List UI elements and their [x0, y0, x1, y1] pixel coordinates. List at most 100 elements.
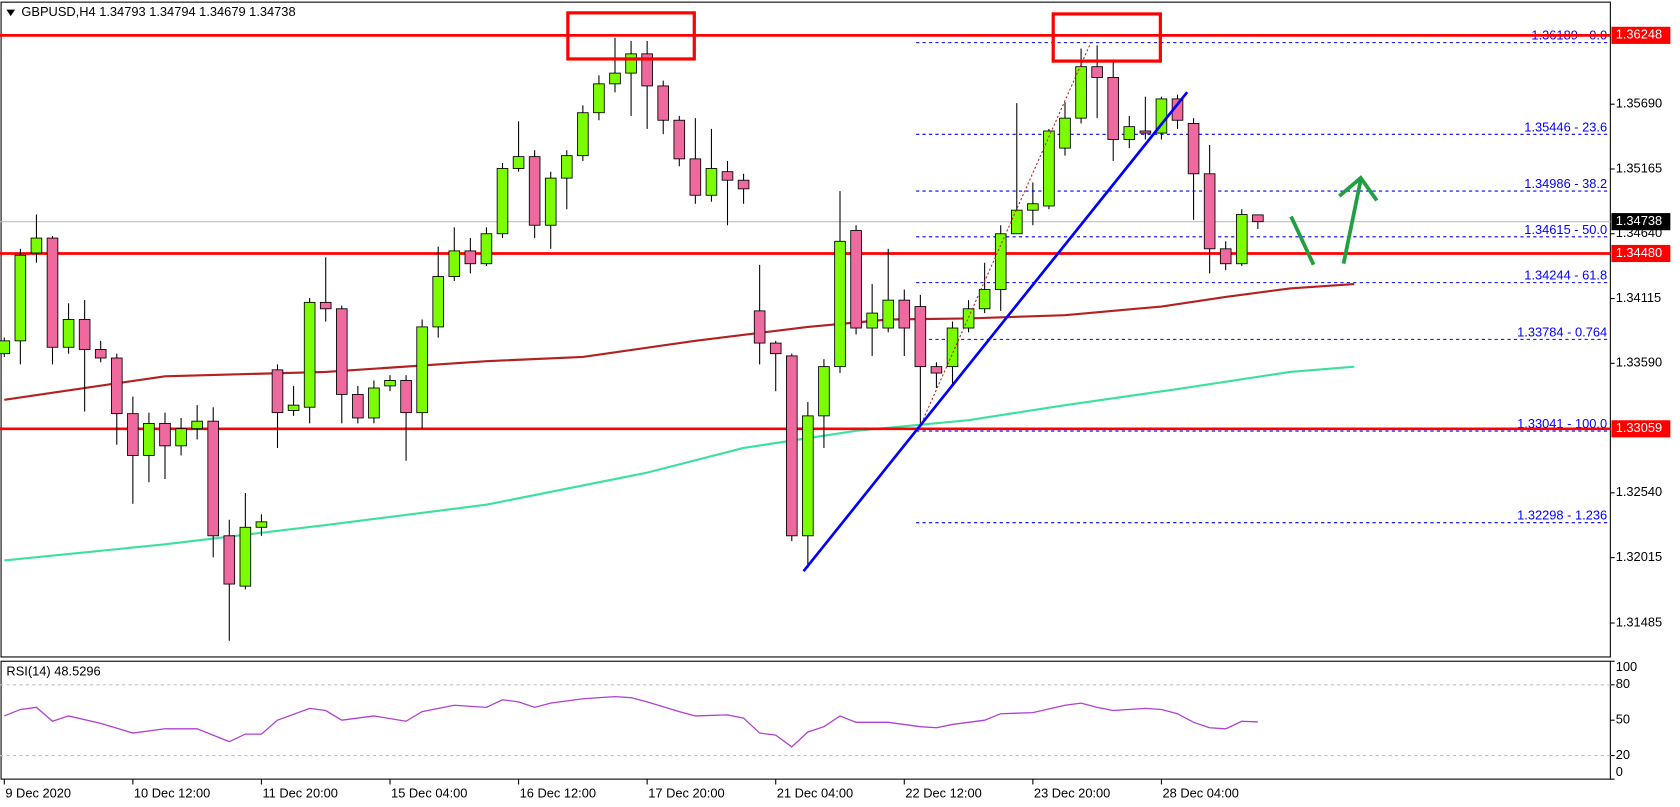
candle-body [882, 299, 894, 329]
candle-body [930, 366, 943, 374]
trend-line [802, 91, 1189, 573]
candle-body [785, 355, 798, 537]
arrow-stroke [1289, 215, 1316, 266]
candle-body [962, 308, 975, 329]
candle-body [110, 357, 123, 415]
level-label-box [1611, 420, 1671, 438]
candle-body [271, 369, 284, 414]
level-label-box [1611, 26, 1671, 44]
candle-body [560, 155, 573, 179]
candle-body [432, 276, 444, 328]
candle-body [1123, 126, 1136, 140]
candle-body [1107, 76, 1119, 140]
candle-body [303, 301, 316, 408]
highlight-box [566, 11, 696, 61]
menu-triangle[interactable] [6, 9, 15, 17]
candle-body [1252, 214, 1264, 223]
rsi-y-tick-label: 0 [1616, 764, 1623, 779]
fib-label: 1.33041 - 100.0 [1517, 416, 1607, 431]
current-price-label: 1.34738 [1616, 213, 1662, 228]
x-tick-label: 22 Dec 12:00 [905, 786, 981, 801]
rsi-y-tick-label: 100 [1616, 659, 1637, 674]
level-label: 1.34480 [1616, 245, 1662, 260]
candle-body [898, 299, 911, 329]
moving-average [4, 365, 1355, 562]
candle-body [593, 83, 605, 114]
candle-body [1027, 203, 1039, 211]
highlight-box [1051, 12, 1162, 63]
candle-body [1043, 130, 1055, 207]
candle-body [1203, 173, 1216, 250]
rsi-line [4, 695, 1258, 748]
fib-label: 1.34244 - 61.8 [1524, 268, 1607, 283]
candle-body [448, 250, 461, 277]
candle-body [802, 415, 814, 537]
candle-body [223, 535, 236, 585]
candle-body [319, 301, 332, 310]
candle-body [384, 380, 396, 387]
candle-body [1075, 66, 1087, 119]
candle-body [14, 254, 27, 342]
fib-label: 1.32298 - 1.236 [1517, 508, 1607, 523]
candle-body [143, 422, 155, 456]
candle-body [127, 413, 139, 456]
candle-body [336, 308, 348, 395]
level-label-box [1611, 244, 1671, 263]
candle-body [400, 380, 412, 414]
fib-label: 1.34615 - 50.0 [1524, 222, 1607, 237]
candle-body [416, 326, 428, 414]
y-tick-label: 1.34115 [1616, 290, 1661, 305]
x-tick-label: 17 Dec 20:00 [648, 786, 724, 801]
x-tick-label: 15 Dec 04:00 [391, 786, 467, 801]
level-label: 1.33059 [1616, 420, 1662, 435]
candle-body [850, 230, 862, 329]
candle-body [62, 319, 75, 348]
candle-body [818, 366, 830, 417]
candle-body [834, 240, 846, 368]
candle-body [191, 420, 203, 430]
candle-body [1187, 123, 1200, 175]
fib-base-line [920, 42, 1092, 424]
candle-body [496, 168, 509, 235]
candle-body [30, 237, 43, 254]
candle-body [673, 119, 686, 160]
candle-body [721, 171, 734, 181]
candle-body [1059, 117, 1071, 149]
candle-body [287, 404, 300, 411]
main-frame [0, 1, 1611, 658]
candle-body [577, 112, 589, 157]
candle-body [94, 349, 107, 359]
candle-body [159, 422, 171, 447]
chart-header: GBPUSD,H4 1.34793 1.34794 1.34679 1.3473… [21, 4, 295, 19]
candle-body [1236, 214, 1248, 265]
candle-body [705, 168, 718, 196]
candle-body [239, 526, 252, 587]
candle-body [769, 342, 782, 355]
current-price-box [1611, 213, 1671, 231]
rsi-y-tick-label: 80 [1616, 676, 1630, 691]
candle-body [1091, 66, 1103, 78]
moving-average [4, 283, 1355, 401]
rsi-y-tick-label: 50 [1616, 712, 1630, 727]
candle-body [1139, 130, 1152, 134]
x-tick-label: 9 Dec 2020 [5, 786, 71, 801]
x-tick-label: 16 Dec 12:00 [520, 786, 596, 801]
candle-body [512, 156, 525, 169]
x-tick-label: 11 Dec 20:00 [262, 786, 337, 801]
candle-body [737, 179, 750, 190]
candle-body [657, 85, 669, 121]
x-tick-label: 10 Dec 12:00 [134, 786, 210, 801]
fib-label: 1.34986 - 38.2 [1524, 176, 1607, 191]
candle-body [480, 233, 493, 265]
candle-body [544, 177, 557, 226]
candle-body [0, 340, 11, 355]
annotations [566, 11, 1379, 573]
candle-body [255, 521, 268, 528]
candle-body [528, 156, 541, 226]
arrow-stroke [1341, 179, 1363, 265]
y-tick-label: 1.35690 [1616, 96, 1662, 111]
x-tick-label: 23 Dec 20:00 [1034, 786, 1110, 801]
candle-body [866, 312, 878, 329]
